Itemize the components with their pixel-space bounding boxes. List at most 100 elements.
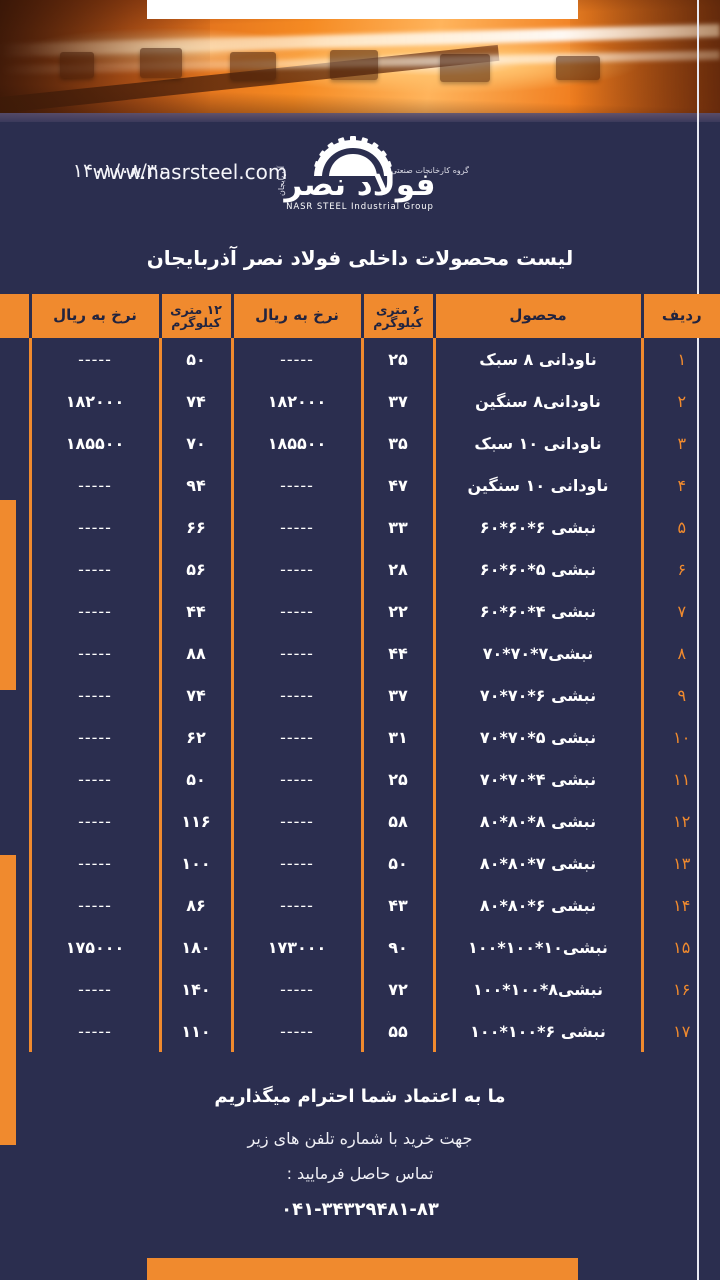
table-row: ۴ ناودانی ۱۰ سنگین ۴۷ ----- ۹۴ -----	[0, 464, 720, 506]
cell-rate-12m: -----	[30, 968, 162, 1010]
cell-rate-12m: -----	[30, 674, 162, 716]
empty-value-dash: -----	[78, 853, 112, 873]
cell-weight-6m: ۴۷	[362, 464, 436, 506]
cell-spacer	[0, 716, 32, 758]
contact-phone-number[interactable]: ۰۴۱-۳۴۳۲۹۴۸۱-۸۳	[281, 1199, 439, 1220]
cell-weight-6m: ۲۲	[362, 590, 436, 632]
cell-rate-6m: -----	[232, 548, 364, 590]
right-vertical-rule	[697, 0, 699, 1280]
roller-icon	[140, 48, 182, 78]
empty-value-dash: -----	[280, 769, 314, 789]
cell-product-name: ناودانی۸ سنگین	[434, 380, 644, 422]
cell-spacer	[0, 758, 32, 800]
cell-rate-6m: ۱۸۲۰۰۰	[232, 380, 364, 422]
cell-spacer	[0, 842, 32, 884]
cell-weight-12m: ۷۴	[160, 674, 234, 716]
empty-value-dash: -----	[78, 349, 112, 369]
bottom-accent-bar	[147, 1258, 578, 1280]
empty-value-dash: -----	[280, 727, 314, 747]
cell-product-name: نبشی۱۰*۱۰۰*۱۰۰	[434, 926, 644, 968]
cell-product-name: نبشی ۴*۷۰*۷۰	[434, 758, 644, 800]
cell-weight-6m: ۲۵	[362, 338, 436, 380]
cell-row-number: ۱۴	[673, 895, 691, 915]
cell-weight-6m: ۴۴	[362, 632, 436, 674]
table-row: ۲ ناودانی۸ سنگین ۳۷ ۱۸۲۰۰۰ ۷۴ ۱۸۲۰۰۰	[0, 380, 720, 422]
empty-value-dash: -----	[78, 895, 112, 915]
cell-weight-6m: ۵۸	[362, 800, 436, 842]
cell-product-name: نبشی ۵*۷۰*۷۰	[434, 716, 644, 758]
empty-value-dash: -----	[78, 517, 112, 537]
cell-row-number: ۱۵	[673, 937, 691, 957]
cell-rate-6m: -----	[232, 968, 364, 1010]
empty-value-dash: -----	[78, 727, 112, 747]
table-row: ۱۳ نبشی ۷*۸۰*۸۰ ۵۰ ----- ۱۰۰ -----	[0, 842, 720, 884]
cell-rate-12m: -----	[30, 842, 162, 884]
cell-weight-12m: ۸۶	[160, 884, 234, 926]
cell-spacer	[0, 674, 32, 716]
cell-spacer	[0, 1010, 32, 1052]
cell-weight-12m: ۱۰۰	[160, 842, 234, 884]
cell-row-number: ۱۷	[673, 1021, 691, 1041]
cell-row-number: ۶	[677, 559, 687, 579]
cell-row-number: ۹	[677, 685, 687, 705]
cell-row-number: ۱۶	[673, 979, 691, 999]
table-row: ۶ نبشی ۵*۶۰*۶۰ ۲۸ ----- ۵۶ -----	[0, 548, 720, 590]
cell-rate-6m: -----	[232, 842, 364, 884]
cell-spacer	[0, 464, 32, 506]
cell-product-name: نبشی ۵*۶۰*۶۰	[434, 548, 644, 590]
cell-rate-12m: -----	[30, 548, 162, 590]
cell-weight-12m: ۷۴	[160, 380, 234, 422]
empty-value-dash: -----	[280, 601, 314, 621]
cell-row-number: ۱۱	[673, 769, 691, 789]
cell-product-name: نبشی ۶*۱۰۰*۱۰۰	[434, 1010, 644, 1052]
cell-weight-6m: ۴۳	[362, 884, 436, 926]
cell-rate-12m: -----	[30, 800, 162, 842]
column-header-weight-6m: ۶ متری کیلوگرم	[362, 294, 436, 338]
cell-weight-6m: ۳۷	[362, 380, 436, 422]
cell-weight-6m: ۳۵	[362, 422, 436, 464]
table-body: ۱ ناودانی ۸ سبک ۲۵ ----- ۵۰ ----- ۲ ناودانی۸ سن…	[0, 338, 720, 1052]
cell-rate-6m: -----	[232, 590, 364, 632]
cell-weight-6m: ۹۰	[362, 926, 436, 968]
table-row: ۹ نبشی ۶*۷۰*۷۰ ۳۷ ----- ۷۴ -----	[0, 674, 720, 716]
cell-weight-6m: ۷۲	[362, 968, 436, 1010]
empty-value-dash: -----	[280, 643, 314, 663]
empty-value-dash: -----	[78, 685, 112, 705]
company-logo: گروه کارخانجات صنعتی آذربایجان فولاد نصر…	[245, 136, 475, 228]
cell-weight-12m: ۱۱۰	[160, 1010, 234, 1052]
cell-weight-12m: ۵۰	[160, 758, 234, 800]
cell-product-name: نبشی۸*۱۰۰*۱۰۰	[434, 968, 644, 1010]
cell-weight-6m: ۳۷	[362, 674, 436, 716]
empty-value-dash: -----	[280, 979, 314, 999]
cell-spacer	[0, 926, 32, 968]
cell-weight-6m: ۲۸	[362, 548, 436, 590]
cell-weight-12m: ۱۸۰	[160, 926, 234, 968]
cell-row-number: ۵	[677, 517, 687, 537]
empty-value-dash: -----	[78, 643, 112, 663]
cell-weight-12m: ۹۴	[160, 464, 234, 506]
table-header: ردیف محصول ۶ متری کیلوگرم نرخ به ریال ۱۲ …	[0, 294, 720, 338]
cell-spacer	[0, 380, 32, 422]
table-header-row: ردیف محصول ۶ متری کیلوگرم نرخ به ریال ۱۲ …	[0, 294, 720, 338]
cell-rate-6m: -----	[232, 506, 364, 548]
table-row: ۱۷ نبشی ۶*۱۰۰*۱۰۰ ۵۵ ----- ۱۱۰ -----	[0, 1010, 720, 1052]
empty-value-dash: -----	[280, 517, 314, 537]
cell-rate-12m: -----	[30, 884, 162, 926]
cell-weight-6m: ۵۰	[362, 842, 436, 884]
cell-weight-12m: ۶۲	[160, 716, 234, 758]
empty-value-dash: -----	[280, 1021, 314, 1041]
website-url[interactable]: www.nasrsteel.com	[92, 160, 288, 184]
roller-icon	[230, 52, 276, 80]
footer-line-2: تماس حاصل فرمایید :	[286, 1164, 434, 1183]
cell-rate-6m: -----	[232, 632, 364, 674]
cell-product-name: ناودانی ۸ سبک	[434, 338, 644, 380]
table-row: ۱۱ نبشی ۴*۷۰*۷۰ ۲۵ ----- ۵۰ -----	[0, 758, 720, 800]
footer-thanks-text: ما به اعتماد شما احترام میگذاریم	[214, 1086, 506, 1107]
cell-rate-6m: -----	[232, 338, 364, 380]
page-footer: ما به اعتماد شما احترام میگذاریم جهت خری…	[0, 1086, 720, 1220]
cell-product-name: نبشی۷*۷۰*۷۰	[434, 632, 644, 674]
cell-row-number: ۱۲	[673, 811, 691, 831]
steel-mill-banner-image	[0, 0, 720, 122]
roller-icon	[440, 54, 490, 82]
